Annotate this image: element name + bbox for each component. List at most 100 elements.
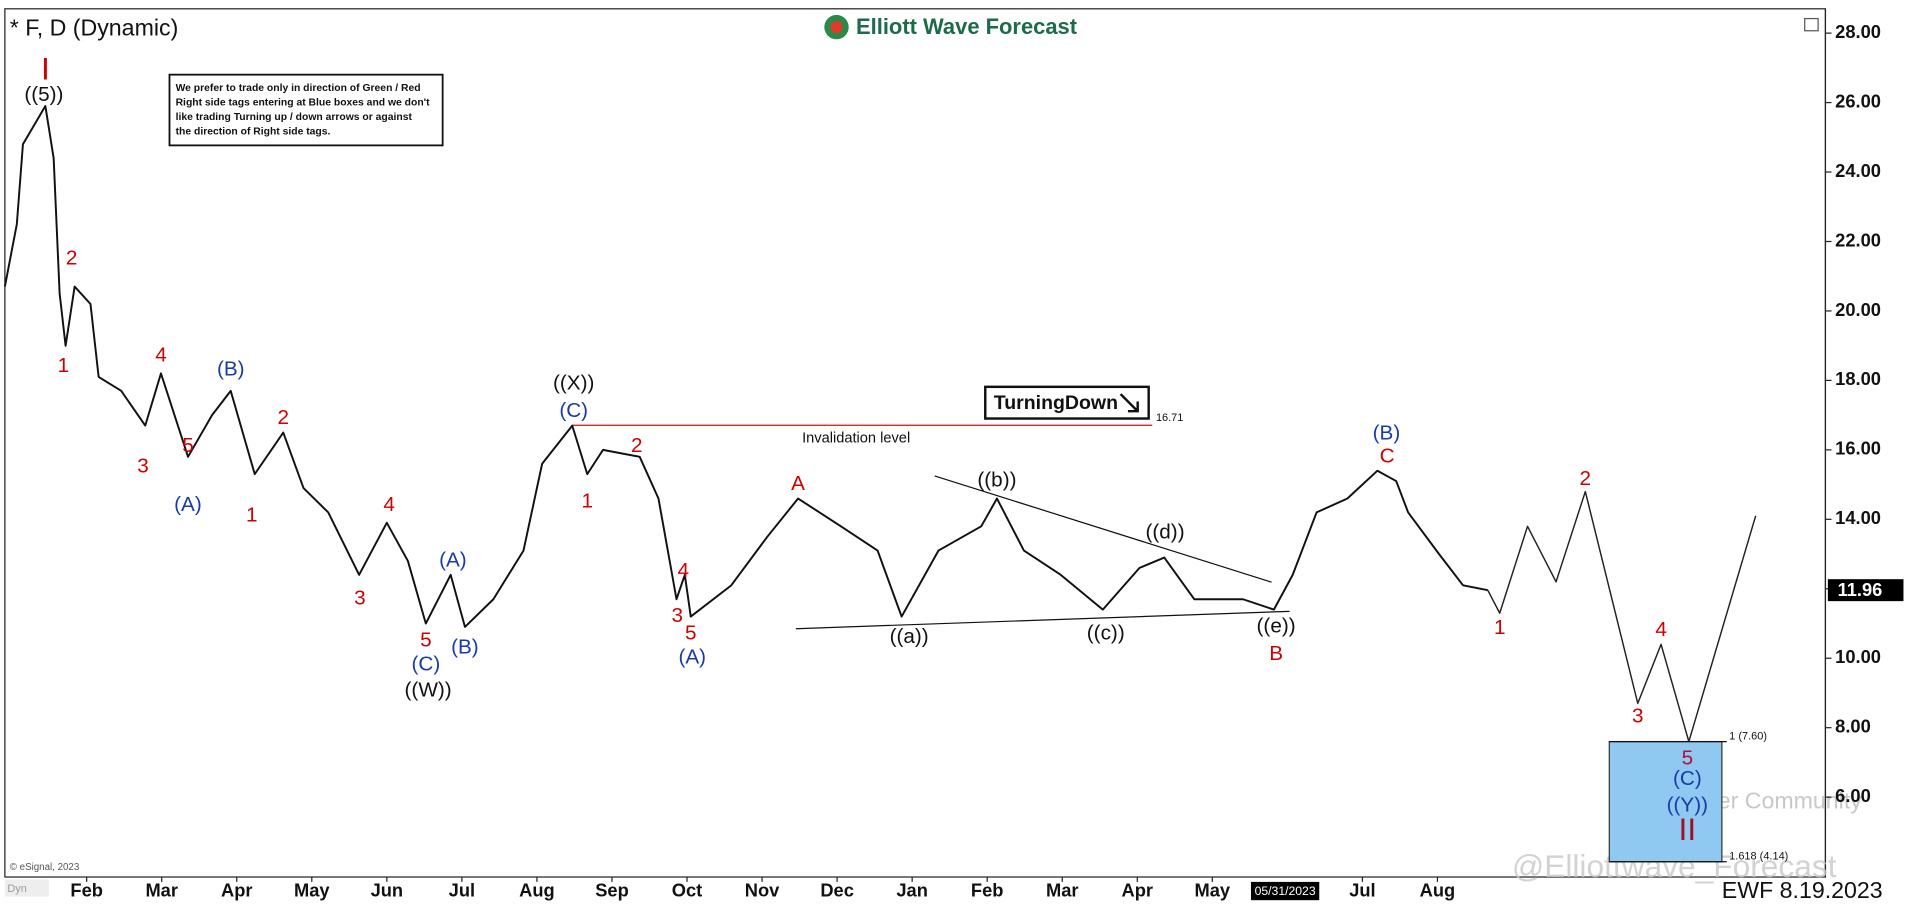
x-tick-label: Dec — [820, 879, 854, 900]
wave-label: 1 — [246, 503, 258, 526]
date-stamp: EWF 8.19.2023 — [1722, 877, 1883, 903]
wave-label: ((5)) — [24, 83, 63, 106]
wave-label: 1 — [58, 354, 70, 377]
x-tick-label: May — [1195, 879, 1231, 900]
wave-label: 3 — [137, 455, 149, 478]
wave-label: 5 — [685, 621, 697, 644]
fib-label: 1.618 (4.14) — [1729, 851, 1788, 863]
wave-label: ((c)) — [1087, 621, 1125, 644]
x-tick-label: Mar — [1046, 879, 1079, 900]
wave-label: 4 — [383, 493, 395, 516]
wave-label: (C) — [1673, 767, 1702, 790]
invalidation-label: Invalidation level — [802, 430, 910, 446]
wave-label: 2 — [278, 406, 290, 429]
invalidation-value: 16.71 — [1156, 412, 1183, 424]
last-price-label: 11.96 — [1838, 579, 1883, 600]
wave-label: C — [1380, 444, 1395, 467]
x-tick-label: Oct — [672, 879, 702, 900]
wave-label: (A) — [174, 493, 202, 516]
crosshair-tag — [1250, 881, 1320, 901]
wave-label: ((d)) — [1145, 521, 1184, 544]
wave-label: ((b)) — [977, 469, 1016, 492]
source-note: © eSignal, 2023 — [10, 862, 80, 873]
brand-name: Elliott Wave Forecast — [856, 14, 1078, 39]
corner-tag-bg — [4, 879, 49, 897]
wave-label: 2 — [631, 434, 643, 457]
y-tick-label: 8.00 — [1835, 716, 1871, 737]
y-tick-label: 24.00 — [1835, 160, 1881, 181]
wave-label: 2 — [66, 246, 78, 269]
wave-label: (A) — [439, 548, 467, 571]
x-tick-label: May — [294, 879, 330, 900]
trendline — [795, 610, 1290, 630]
wave-label: 1 — [581, 489, 593, 512]
x-tick-label: Feb — [70, 879, 103, 900]
wave-label: 3 — [354, 587, 366, 610]
x-tick-label: Jun — [371, 879, 404, 900]
x-tick-label: Mar — [145, 879, 178, 900]
crosshair-label: 05/31/2023 — [1255, 884, 1316, 898]
wave-label: (B) — [1373, 422, 1401, 445]
logo-icon-center — [830, 21, 843, 34]
wave-label: (B) — [217, 357, 245, 380]
x-tick-label: Aug — [1420, 879, 1456, 900]
y-tick-label: 22.00 — [1835, 229, 1881, 250]
wave-label: (C) — [411, 653, 440, 676]
x-tick-label: Sep — [595, 879, 629, 900]
wave-label: 5 — [1682, 746, 1694, 769]
x-tick-label: Feb — [971, 879, 1004, 900]
badge: TurningDown — [984, 385, 1150, 420]
wave-label: ((a)) — [890, 625, 929, 648]
wave-label: (A) — [678, 646, 706, 669]
y-tick-label: 20.00 — [1835, 299, 1881, 320]
degree-label: I — [41, 51, 50, 87]
badge-frame — [984, 385, 1150, 420]
y-tick-label: 14.00 — [1835, 507, 1881, 528]
x-tick-label: Apr — [221, 879, 252, 900]
y-tick-label: 28.00 — [1835, 21, 1881, 42]
wave-label: (B) — [451, 635, 479, 658]
wave-label: 1 — [1494, 616, 1506, 639]
x-tick-label: Jul — [449, 879, 475, 900]
wave-label: 4 — [155, 344, 167, 367]
wave-label: 5 — [420, 628, 432, 651]
note-line: the direction of Right side tags. — [176, 127, 331, 138]
degree-label: II — [1679, 811, 1697, 847]
badge-arrow — [1119, 393, 1139, 413]
note-line: We prefer to trade only in direction of … — [176, 83, 421, 94]
trendline — [934, 475, 1272, 583]
note-frame — [168, 73, 444, 147]
wave-label: 4 — [1655, 618, 1667, 641]
wave-label: (C) — [559, 399, 588, 422]
wave-label: ((Y)) — [1667, 793, 1708, 816]
wave-label: B — [1269, 642, 1283, 665]
price-line — [1487, 490, 1757, 743]
note-line: like trading Turning up / down arrows or… — [176, 112, 413, 123]
wave-label: ((e)) — [1257, 614, 1296, 637]
badge-text: TurningDown — [994, 392, 1118, 414]
y-tick-label: 10.00 — [1835, 646, 1881, 667]
price-line — [3, 105, 1488, 628]
brand-logo: Elliott Wave Forecast — [824, 14, 1078, 40]
wave-label: 3 — [671, 604, 683, 627]
note-line: Right side tags entering at Blue boxes a… — [176, 97, 431, 108]
x-tick-label: Nov — [745, 879, 780, 900]
wave-label: 2 — [1580, 467, 1592, 490]
wave-label: 4 — [678, 559, 690, 582]
y-tick-label: 6.00 — [1835, 785, 1871, 806]
x-tick-label: Aug — [519, 879, 555, 900]
y-tick-label: 16.00 — [1835, 438, 1881, 459]
corner-tag: Dyn — [7, 883, 27, 895]
wave-label: 5 — [182, 434, 194, 457]
chart-title: * F, D (Dynamic) — [10, 15, 179, 41]
wave-label: ((X)) — [553, 371, 594, 394]
x-tick-label: Jan — [896, 879, 928, 900]
last-price-tag — [1827, 579, 1904, 602]
x-tick-label: Jul — [1349, 879, 1375, 900]
fib-label: 1 (7.60) — [1729, 731, 1767, 743]
window-icon — [1804, 17, 1819, 32]
wave-label: ((W)) — [405, 679, 452, 702]
y-tick-label: 18.00 — [1835, 368, 1881, 389]
